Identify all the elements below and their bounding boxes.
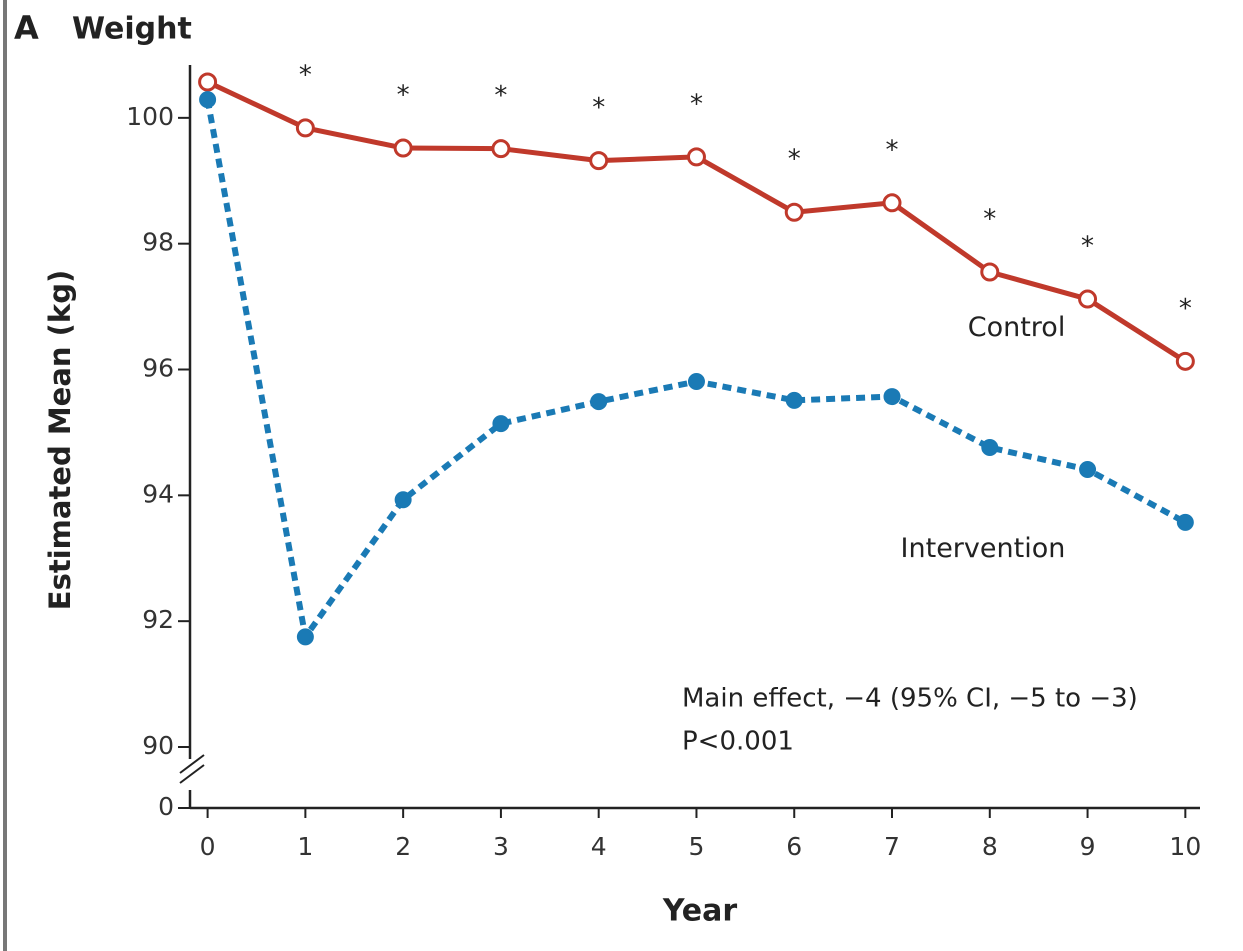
- significance-marker: *: [1179, 294, 1192, 324]
- x-tick-label: 2: [395, 832, 411, 861]
- data-point: [687, 372, 705, 390]
- data-point: [394, 491, 412, 509]
- x-axis-label: Year: [662, 894, 738, 929]
- data-point: [686, 147, 706, 167]
- data-point: [1176, 513, 1194, 531]
- x-tick-label: 8: [982, 832, 998, 861]
- axis-break: [179, 764, 205, 784]
- significance-marker: *: [592, 93, 605, 123]
- series-label: Control: [968, 312, 1066, 343]
- y-tick-label: 98: [142, 228, 174, 257]
- series-label: Intervention: [901, 533, 1066, 564]
- x-tick-label: 4: [591, 832, 607, 861]
- significance-marker: *: [1081, 232, 1094, 262]
- y-tick-label: 100: [126, 102, 174, 131]
- significance-marker: *: [397, 81, 410, 111]
- data-point: [882, 193, 902, 213]
- data-point: [199, 91, 217, 109]
- annotation: P<0.001: [682, 727, 794, 757]
- data-point: [492, 415, 510, 433]
- x-tick-label: 3: [493, 832, 509, 861]
- axis-break: [179, 754, 205, 774]
- significance-marker: *: [494, 81, 507, 111]
- data-point: [981, 439, 999, 457]
- y-tick-label: 96: [142, 354, 174, 383]
- data-point: [589, 151, 609, 171]
- data-point: [785, 391, 803, 409]
- data-point: [491, 139, 511, 159]
- data-point: [295, 118, 315, 138]
- significance-marker: *: [690, 89, 703, 119]
- y-tick-label: 90: [142, 731, 174, 760]
- data-point: [883, 388, 901, 406]
- data-point: [1175, 351, 1195, 371]
- y-axis-label: Estimated Mean (kg): [43, 270, 77, 610]
- x-tick-label: 10: [1169, 832, 1201, 861]
- x-tick-label: 5: [689, 832, 705, 861]
- data-point: [1078, 289, 1098, 309]
- data-point: [590, 393, 608, 411]
- data-point: [296, 628, 314, 646]
- annotation: Main effect, −4 (95% CI, −5 to −3): [682, 684, 1138, 714]
- data-point: [784, 202, 804, 222]
- panel-label: A: [14, 9, 39, 47]
- x-tick-label: 9: [1080, 832, 1096, 861]
- significance-marker: *: [788, 145, 801, 175]
- data-point: [198, 72, 218, 92]
- y-tick-label: 94: [142, 479, 174, 508]
- y-tick-label: 92: [142, 605, 174, 634]
- data-point: [393, 138, 413, 158]
- x-tick-label: 0: [200, 832, 216, 861]
- significance-marker: *: [886, 135, 899, 165]
- significance-marker: *: [983, 204, 996, 234]
- data-point: [1079, 461, 1097, 479]
- x-tick-label: 1: [297, 832, 313, 861]
- x-tick-label: 7: [884, 832, 900, 861]
- chart-title: Weight: [72, 12, 192, 47]
- y-tick-label: 0: [158, 792, 174, 821]
- data-point: [980, 262, 1000, 282]
- significance-marker: *: [299, 60, 312, 90]
- x-tick-label: 6: [786, 832, 802, 861]
